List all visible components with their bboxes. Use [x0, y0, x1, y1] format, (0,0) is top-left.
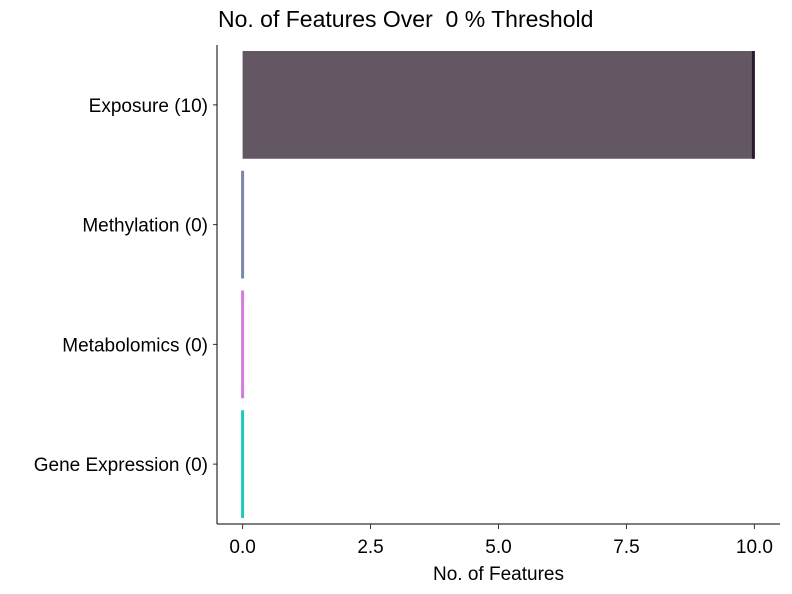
x-tick-label-4: 10.0	[736, 537, 773, 558]
bar-2	[241, 290, 245, 399]
x-tick-label-2: 5.0	[485, 537, 511, 558]
y-tick-label-3: Gene Expression (0)	[34, 455, 208, 476]
y-tick-label-1: Methylation (0)	[82, 216, 208, 237]
y-tick-label-2: Metabolomics (0)	[62, 335, 208, 356]
x-tick-label-3: 7.5	[613, 537, 639, 558]
x-axis-label: No. of Features	[433, 564, 564, 585]
bar-3	[241, 410, 245, 519]
x-tick-label-0: 0.0	[229, 537, 255, 558]
y-tick-label-0: Exposure (10)	[89, 96, 208, 117]
bar-0	[242, 50, 755, 159]
x-tick-label-1: 2.5	[357, 537, 383, 558]
bar-1	[241, 170, 245, 279]
chart-title: No. of Features Over 0 % Threshold	[218, 6, 594, 32]
